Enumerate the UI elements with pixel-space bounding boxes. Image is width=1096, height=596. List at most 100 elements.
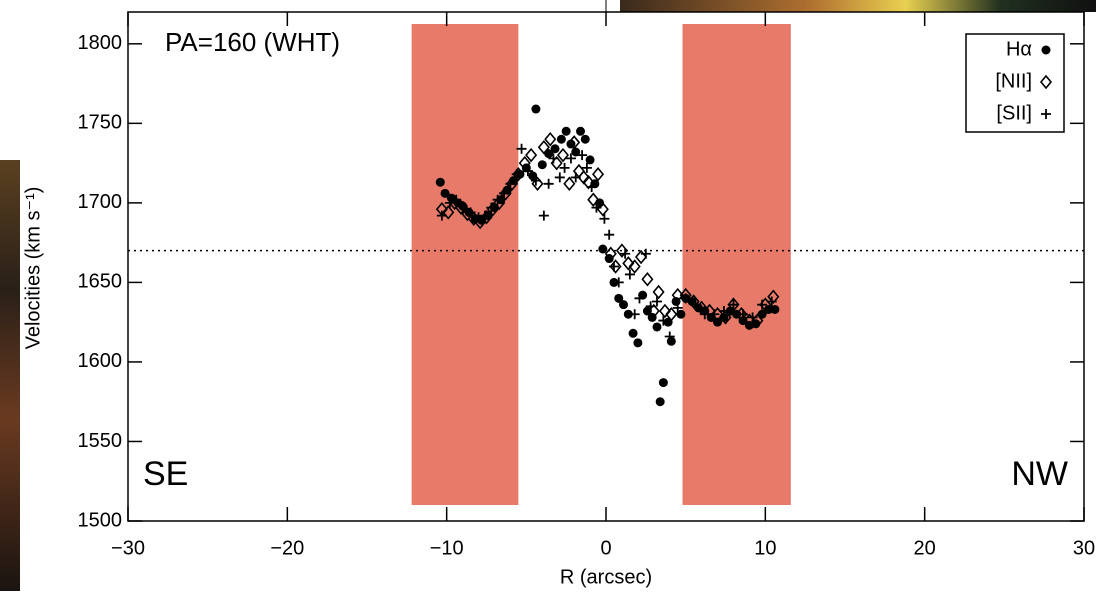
point [666,336,676,346]
x-axis-label: R (arcsec) [560,566,652,588]
point [614,293,624,303]
point [585,155,595,165]
point [634,293,645,304]
point [525,147,538,163]
point [591,202,602,213]
point [633,338,643,348]
x-tick-label: 30 [1073,537,1095,559]
point [544,132,557,147]
point [658,303,671,319]
x-tick-label: 10 [754,537,776,559]
point [587,192,600,207]
point [608,261,619,272]
point [628,328,638,338]
point [652,284,665,300]
legend-marker [1039,74,1053,90]
point [531,176,544,192]
background-photo [620,0,1096,12]
point [537,139,550,155]
point [556,147,570,163]
legend-marker [1041,109,1051,119]
point [613,277,624,288]
point [658,378,668,388]
point [640,248,651,259]
legend-label: [NII] [995,70,1032,92]
background-photo [0,160,20,591]
point [620,248,631,259]
point [559,162,570,173]
point [543,178,554,189]
y-axis-label: Velocities (km s⁻¹) [22,187,44,350]
point [586,181,597,192]
y-tick-label: 1500 [78,509,123,531]
point [655,397,665,407]
point [664,331,675,342]
point [537,160,547,170]
point [651,296,662,307]
point [577,150,588,161]
chart-title: PA=160 (WHT) [165,27,340,57]
point [665,306,678,322]
corner-label: SE [143,455,188,493]
point [554,172,565,183]
point [615,243,628,258]
point [581,162,592,173]
x-tick-label: −30 [111,537,145,559]
point [645,301,656,312]
point [604,229,615,240]
point [622,256,635,271]
point [568,135,581,150]
y-tick-label: 1700 [78,191,123,213]
y-tick-label: 1750 [78,112,123,134]
point [598,244,608,254]
shaded-region [682,24,791,505]
point [635,249,648,265]
corner-label: NW [1011,455,1068,493]
x-tick-label: 20 [914,537,936,559]
x-tick-label: −10 [430,537,464,559]
point [576,126,586,136]
point [609,259,622,274]
point [531,104,541,114]
point [671,287,684,303]
y-tick-label: 1600 [78,350,123,372]
point [638,290,648,300]
point [565,153,576,164]
point [658,315,669,326]
point [628,259,641,274]
point [619,300,629,310]
point [604,246,617,262]
point [522,166,533,177]
x-tick-label: 0 [600,537,611,559]
legend-label: [SII] [996,102,1032,124]
point [530,175,541,186]
point [623,309,633,319]
point [580,134,590,144]
point [599,213,610,224]
point [582,174,595,190]
point [556,134,566,144]
point [518,155,531,171]
point [538,210,549,221]
plot-area [128,24,1084,505]
axes-frame [127,11,1085,522]
shaded-region [411,24,519,505]
point [571,147,581,157]
point [528,171,538,181]
point [550,144,560,154]
point [652,322,662,332]
point [563,176,576,192]
point [629,309,640,320]
point [641,271,654,287]
x-tick-label: −20 [270,537,304,559]
point [548,153,559,164]
point [624,269,635,280]
point [591,166,605,182]
y-tick-label: 1550 [78,430,123,452]
legend-marker [1041,45,1051,55]
y-tick-label: 1800 [78,32,123,54]
y-tick-label: 1650 [78,271,123,293]
point [672,302,683,313]
point [561,126,571,136]
